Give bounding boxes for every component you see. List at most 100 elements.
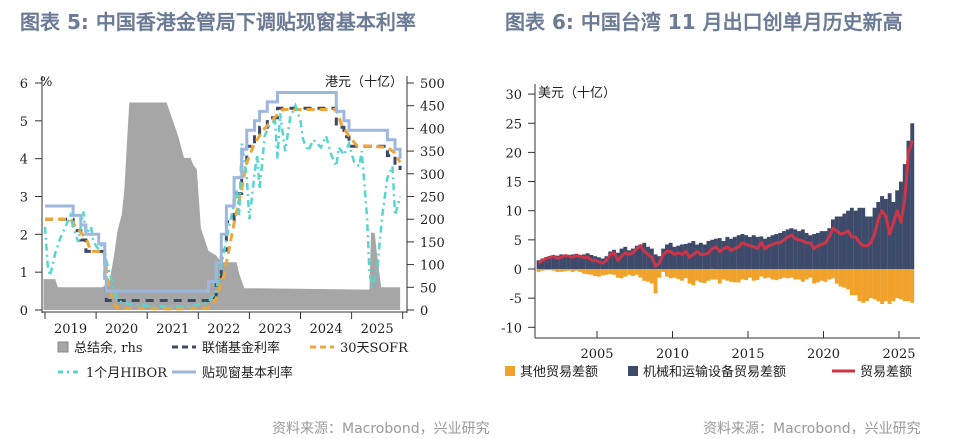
machinery-bar <box>559 254 564 269</box>
other-bar <box>563 269 567 272</box>
y-tick-label-right: 350 <box>420 145 445 160</box>
machinery-bar <box>831 219 835 269</box>
other-bar <box>570 269 575 272</box>
machinery-bar <box>544 257 548 269</box>
x-tick-label: 2023 <box>258 322 291 337</box>
other-bar <box>676 269 681 279</box>
machinery-bar <box>902 164 907 269</box>
other-bar <box>638 269 643 278</box>
machinery-bar <box>759 236 764 269</box>
other-bar <box>691 269 696 286</box>
machinery-bar <box>804 232 809 269</box>
machinery-bar <box>834 216 839 269</box>
machinery-bar <box>706 241 711 269</box>
machinery-bar <box>683 243 688 269</box>
other-bar <box>876 269 881 302</box>
trade-balance-line <box>537 140 914 268</box>
machinery-bar <box>551 257 556 269</box>
y-tick-label-left: 1 <box>20 266 28 281</box>
other-bar <box>585 269 590 275</box>
other-bar <box>566 269 571 271</box>
machinery-bar <box>876 202 881 269</box>
legend-label: 其他贸易差额 <box>520 365 598 380</box>
other-bar <box>597 269 601 277</box>
other-bar <box>646 269 650 282</box>
machinery-bar <box>899 181 903 270</box>
other-bar <box>812 269 817 284</box>
other-bar <box>785 269 790 279</box>
machinery-bar <box>857 207 862 269</box>
machinery-bar <box>717 238 722 269</box>
y-tick-label: -10 <box>501 321 522 336</box>
machinery-bar <box>774 234 779 269</box>
machinery-bar <box>872 207 877 269</box>
machinery-bar <box>744 235 749 269</box>
other-bar <box>725 269 730 281</box>
other-bar <box>883 269 888 302</box>
other-bar <box>683 269 688 279</box>
other-bar <box>819 269 824 281</box>
machinery-bar <box>585 253 590 269</box>
machinery-bar <box>812 234 817 269</box>
other-bar <box>615 269 620 278</box>
other-bar <box>782 269 786 278</box>
other-bar <box>668 269 673 279</box>
machinery-bar <box>540 258 545 269</box>
x-tick-label: 2020 <box>807 347 840 362</box>
machinery-bar <box>676 245 681 269</box>
machinery-bar <box>816 232 820 269</box>
machinery-bar <box>702 244 707 269</box>
machinery-bar <box>593 256 598 269</box>
machinery-bar <box>785 229 790 269</box>
y-tick-label-right: 250 <box>420 191 445 206</box>
other-bar <box>634 269 639 275</box>
legend-swatch-other <box>505 366 515 376</box>
other-bar <box>853 269 858 296</box>
y-tick-label: -5 <box>509 292 522 307</box>
machinery-bar <box>883 199 888 269</box>
other-bar <box>710 269 715 280</box>
machinery-bar <box>642 242 647 269</box>
other-bar <box>600 269 605 276</box>
other-bar <box>891 269 896 302</box>
other-bar <box>849 269 854 296</box>
machinery-bar <box>631 248 635 269</box>
x-tick-label: 2021 <box>156 322 189 337</box>
y-tick-label: 20 <box>505 146 522 161</box>
legend-label: 贸易差额 <box>860 365 912 380</box>
machinery-bar <box>698 242 703 269</box>
other-bar <box>551 269 556 271</box>
y-tick-label-right: 400 <box>420 122 445 137</box>
machinery-bar <box>729 238 733 269</box>
legend-swatch-aggregate-balance <box>57 341 69 353</box>
legend-label: 联储基金利率 <box>202 340 280 356</box>
x-tick-label: 2010 <box>656 347 689 362</box>
other-bar <box>559 269 564 272</box>
other-bar <box>695 269 699 281</box>
machinery-bar <box>619 248 624 269</box>
legend-label: 1个月HIBOR <box>86 366 168 381</box>
machinery-bar <box>547 256 552 269</box>
machinery-bar <box>865 216 869 269</box>
other-bar <box>732 269 737 283</box>
other-bar <box>763 269 767 279</box>
machinery-bar <box>608 251 613 269</box>
machinery-bar <box>634 245 639 269</box>
aggregate-balance-area <box>43 102 401 310</box>
other-bar <box>906 269 911 302</box>
other-bar <box>649 269 654 284</box>
machinery-bar <box>555 255 560 269</box>
machinery-bar <box>612 249 616 269</box>
x-tick-label: 2024 <box>310 322 343 337</box>
machinery-bar <box>891 202 896 269</box>
other-bar <box>729 269 733 282</box>
machinery-bar <box>721 241 726 269</box>
machinery-bar <box>906 140 911 269</box>
machinery-bar <box>646 246 650 269</box>
other-bar <box>857 269 862 302</box>
y-tick-label-right: 500 <box>420 77 445 92</box>
machinery-bar <box>748 236 752 269</box>
machinery-bar <box>853 210 858 269</box>
fed-funds-rate-line <box>45 106 402 302</box>
machinery-bar <box>736 235 741 269</box>
